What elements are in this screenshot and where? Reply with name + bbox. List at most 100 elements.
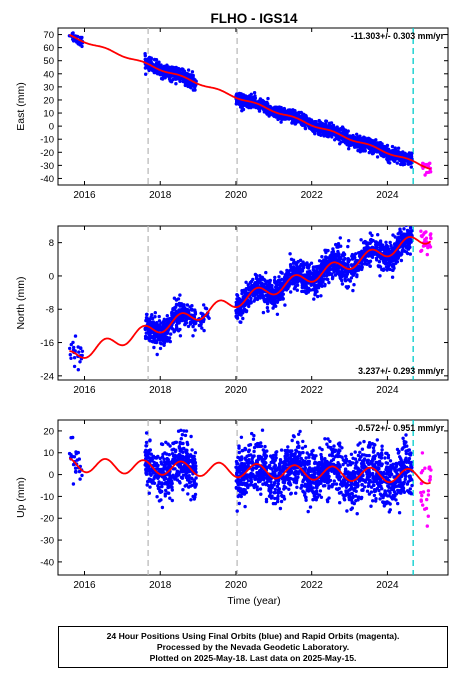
final-orbit-point [74, 469, 78, 474]
final-orbit-point [257, 109, 262, 113]
final-orbit-point [339, 257, 343, 261]
final-orbit-point [321, 264, 325, 268]
final-orbit-point [354, 268, 359, 273]
final-orbit-point [296, 113, 300, 117]
final-orbit-point [162, 457, 166, 461]
final-orbit-point [254, 275, 259, 280]
final-orbit-point [307, 286, 311, 291]
final-orbit-point [72, 345, 76, 350]
panel-plot-area [67, 420, 433, 575]
final-orbit-point [187, 485, 191, 489]
final-orbit-point [184, 307, 189, 312]
final-orbit-point [259, 100, 263, 105]
panel-plot-area [67, 28, 433, 185]
final-orbit-point [275, 312, 280, 316]
final-orbit-point [258, 97, 263, 101]
final-orbit-point [273, 275, 277, 280]
final-orbit-point [347, 144, 351, 148]
final-orbit-point [377, 241, 381, 245]
final-orbit-point [277, 275, 281, 279]
final-orbit-point [264, 270, 268, 275]
final-orbit-point [324, 277, 329, 281]
final-orbit-point [382, 504, 386, 508]
final-orbit-point [184, 429, 189, 433]
final-orbit-point [255, 283, 259, 287]
final-orbit-point [319, 294, 323, 298]
rapid-orbit-point [420, 234, 424, 239]
final-orbit-point [178, 449, 182, 453]
final-orbit-point [323, 248, 327, 252]
final-orbit-point [266, 309, 270, 313]
final-orbit-point [359, 238, 363, 242]
final-orbit-point [176, 297, 181, 301]
rapid-orbit-point [425, 170, 429, 175]
final-orbit-point [252, 293, 256, 298]
final-orbit-point [265, 306, 270, 310]
final-orbit-point [334, 126, 339, 130]
final-orbit-point [147, 68, 151, 73]
final-orbit-point [155, 352, 159, 357]
final-orbit-point [278, 506, 283, 511]
final-orbit-point [71, 435, 75, 440]
final-orbit-point [319, 277, 323, 281]
final-orbit-point [408, 252, 412, 256]
final-orbit-point [356, 138, 360, 142]
final-orbit-point [363, 239, 367, 244]
final-orbit-point [303, 289, 307, 294]
final-orbit-point [149, 456, 154, 460]
final-orbit-point [323, 284, 327, 288]
final-orbit-point [170, 485, 174, 489]
final-orbit-point [330, 272, 334, 277]
final-orbit-point [240, 109, 244, 113]
final-orbit-point [407, 220, 410, 223]
final-orbit-point [75, 34, 80, 39]
final-orbit-point [342, 258, 346, 262]
final-orbit-point [144, 444, 148, 448]
final-orbit-point [252, 91, 257, 95]
final-orbit-point [192, 497, 196, 501]
final-orbit-point [307, 277, 311, 281]
final-orbit-point [265, 302, 270, 306]
final-orbit-point [408, 222, 411, 225]
final-orbit-point [341, 254, 346, 258]
final-orbit-point [241, 304, 245, 308]
final-orbit-point [370, 152, 375, 156]
rapid-orbit-point [426, 245, 430, 250]
final-orbit-point [160, 470, 164, 474]
final-orbit-point [283, 273, 287, 277]
final-orbit-point [299, 262, 303, 266]
final-orbit-point [336, 129, 340, 133]
final-orbit-point [172, 306, 177, 310]
final-orbit-point [152, 345, 156, 350]
final-orbit-point [173, 457, 177, 461]
rapid-orbit-point [428, 233, 432, 237]
final-orbit-point [170, 461, 175, 465]
final-orbit-point [178, 327, 182, 332]
final-orbit-point [400, 152, 405, 156]
final-orbit-point [157, 334, 161, 338]
final-orbit-point [351, 133, 355, 138]
final-orbit-point [191, 88, 196, 92]
final-orbit-point [71, 462, 76, 467]
final-orbit-point [300, 285, 304, 290]
final-orbit-point [292, 287, 297, 291]
final-orbit-point [161, 333, 165, 338]
rapid-orbit-point [428, 161, 432, 165]
final-orbit-point [78, 477, 82, 481]
final-orbit-point [156, 476, 160, 480]
final-orbit-point [293, 119, 297, 123]
final-orbit-point [362, 135, 366, 139]
final-orbit-point [320, 255, 324, 259]
final-orbit-point [160, 505, 165, 510]
final-orbit-point [168, 496, 172, 500]
final-orbit-point [150, 313, 154, 317]
final-orbit-point [399, 222, 402, 225]
final-orbit-point [249, 296, 253, 301]
final-orbit-point [153, 315, 157, 319]
final-orbit-point [158, 456, 162, 461]
final-orbit-point [144, 463, 149, 468]
final-orbit-point [399, 235, 403, 240]
final-orbit-point [144, 440, 149, 445]
final-orbit-point [202, 303, 206, 307]
final-orbit-point [393, 242, 397, 246]
